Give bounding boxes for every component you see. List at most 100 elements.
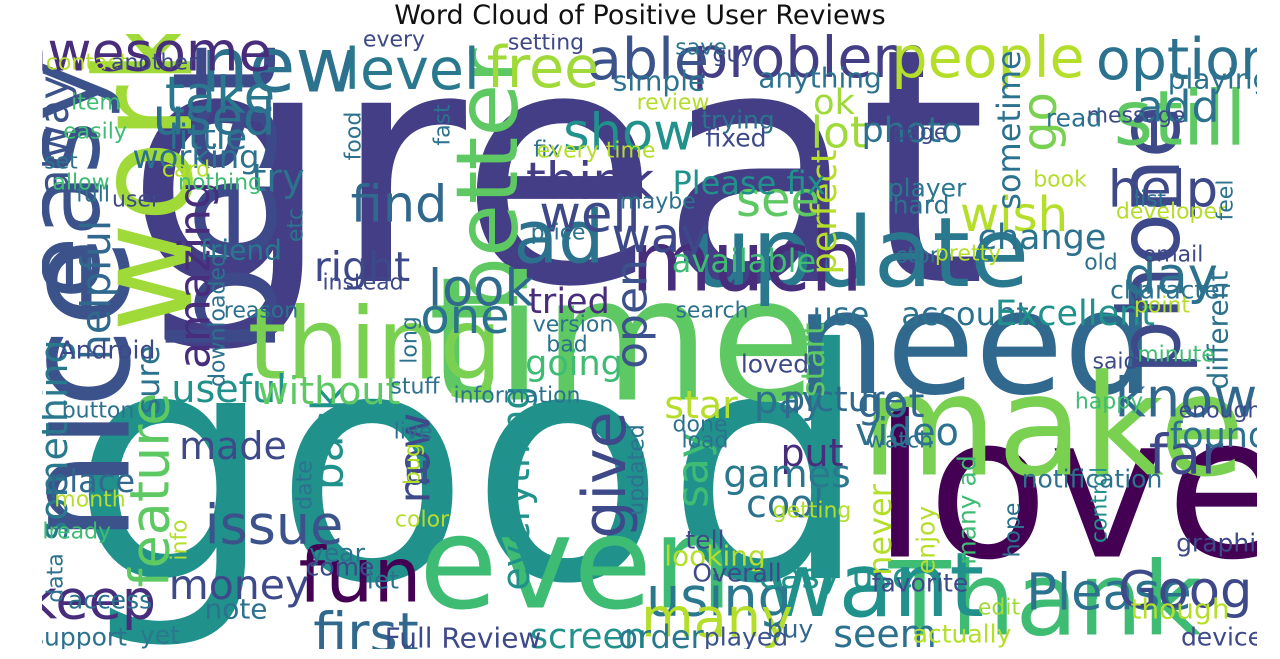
word-store: store	[896, 244, 952, 269]
word-know: know	[1115, 367, 1257, 430]
word-found: found	[1170, 416, 1257, 456]
word-star: star	[664, 383, 738, 427]
word-read: read	[1046, 104, 1102, 133]
word-friend: friend	[200, 234, 282, 267]
word-happy: happy	[1075, 390, 1143, 415]
word-got: got	[857, 379, 924, 427]
word-easy: easy	[42, 61, 124, 300]
word-little: little	[169, 118, 247, 158]
word-enough: enough	[1179, 399, 1257, 424]
word-edit: edit	[978, 596, 1021, 621]
word-played: played	[704, 623, 788, 650]
word-color: color	[395, 508, 450, 533]
word-setting: setting	[508, 34, 584, 56]
word-price: price	[531, 221, 586, 246]
word-without: without	[258, 369, 401, 413]
word-list: list	[1134, 188, 1167, 213]
word-able: able	[587, 34, 709, 93]
word-anything: anything	[758, 62, 882, 95]
word-excellent: Excellent	[995, 294, 1155, 334]
word-set: set	[44, 150, 78, 175]
word-looking: looking	[664, 540, 766, 573]
word-stuff: stuff	[390, 375, 440, 400]
word-many: many	[641, 587, 793, 650]
word-change: change	[978, 218, 1107, 258]
word-bad: bad	[546, 333, 587, 358]
word-games: games	[723, 452, 851, 496]
word-helpful: helpful	[72, 220, 120, 360]
word-different: different	[1202, 271, 1235, 390]
word-now: now	[390, 413, 441, 504]
word-etc: etc	[284, 208, 309, 242]
word-people: people	[891, 34, 1084, 91]
word-open: open	[607, 259, 658, 369]
word-control: control	[1088, 467, 1113, 543]
word-guy: guy	[713, 43, 754, 68]
word-level: level	[344, 37, 480, 103]
word-character: character	[1110, 276, 1230, 305]
word-look: look	[428, 260, 535, 319]
word-maybe: maybe	[620, 190, 695, 215]
word-getting: getting	[773, 499, 852, 524]
word-note: note	[204, 593, 267, 626]
word-add: add	[1137, 82, 1220, 133]
word-ok: ok	[813, 83, 855, 123]
word-done: done	[673, 413, 728, 438]
word-user: user	[112, 188, 161, 213]
word-time: time	[428, 240, 817, 441]
word-well: well	[539, 186, 640, 245]
word-free: free	[487, 35, 599, 101]
word-ad: ad	[513, 196, 604, 281]
word-best: best	[141, 44, 309, 355]
word-every: every	[363, 34, 425, 53]
word-put: put	[780, 431, 843, 475]
word-alway: alway	[42, 75, 78, 194]
word-bug: bug	[401, 443, 426, 485]
word-problem: problem	[692, 34, 928, 91]
word-data: data	[44, 553, 69, 603]
word-date: date	[293, 460, 318, 510]
word-video: video	[855, 410, 959, 454]
word-message: message	[1087, 104, 1186, 129]
word-still: still	[1114, 74, 1247, 163]
word-take: take	[165, 67, 275, 126]
word-pretty: pretty	[935, 242, 1001, 267]
word-easy-use: easy use	[758, 557, 913, 597]
word-option: option	[1096, 34, 1257, 93]
word-give: give	[570, 411, 640, 538]
word-save: save	[675, 36, 727, 61]
word-thank: Thank	[887, 541, 1201, 650]
word-simple: simple	[613, 65, 705, 98]
word-minute: minute	[1137, 343, 1215, 368]
word-first: first	[313, 602, 419, 650]
word-good: good	[71, 282, 869, 649]
word-seem: seem	[833, 612, 937, 649]
word-long: long	[398, 316, 423, 363]
word-load: load	[681, 429, 728, 454]
word-developer: developer	[1116, 200, 1227, 225]
word-cloud: great good love time nice need best make work eve…	[42, 34, 1257, 649]
word-see: see	[736, 172, 820, 228]
word-working: working	[133, 138, 260, 176]
word-email: email	[1143, 243, 1204, 268]
word-fix: fix	[534, 138, 561, 163]
word-please: Please	[1026, 564, 1192, 623]
word-every-time: every time	[537, 139, 656, 164]
word-buy: buy	[767, 615, 814, 644]
word-fixed: fixed	[705, 124, 766, 153]
word-month: month	[54, 488, 125, 513]
word-player: player	[888, 174, 967, 203]
word-card: card	[162, 158, 210, 183]
word-book: book	[1033, 168, 1087, 193]
word-feature: feature	[119, 393, 182, 588]
word-wish: wish	[960, 187, 1068, 243]
word-actually: actually	[913, 620, 1012, 649]
word-picture: picture	[783, 380, 905, 420]
word-say: say	[668, 432, 719, 508]
word-search: search	[675, 299, 748, 324]
word-think: think	[526, 153, 655, 212]
chart-title: Word Cloud of Positive User Reviews	[394, 0, 886, 31]
word-information: information	[454, 384, 581, 409]
word-said: said	[1092, 350, 1137, 375]
